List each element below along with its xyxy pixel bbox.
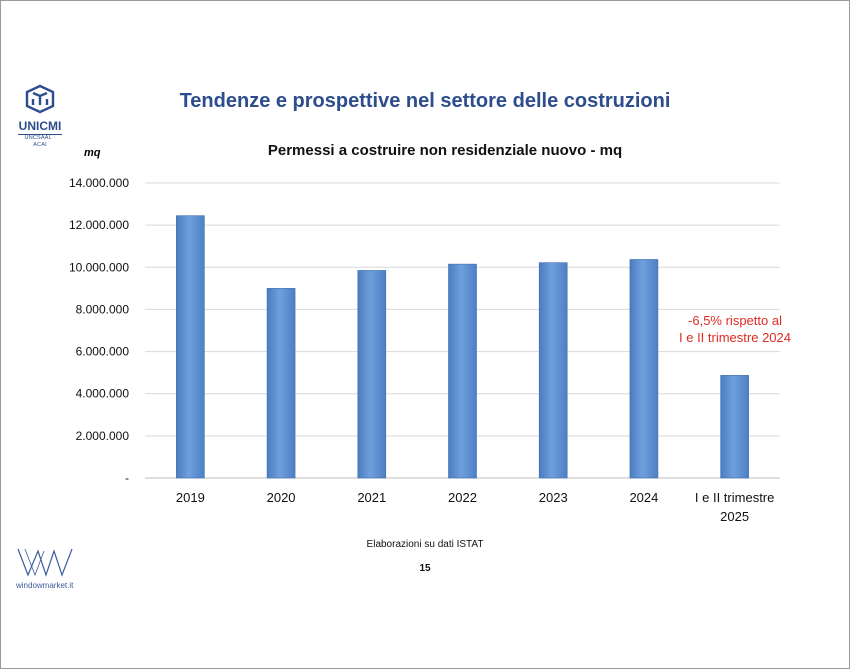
- unicmi-logo: UNICMI UNCSAAL · ACAI: [18, 84, 62, 151]
- change-annotation: -6,5% rispetto al I e II trimestre 2024: [660, 312, 810, 346]
- page-number: 15: [419, 563, 431, 574]
- slide-title: Tendenze e prospettive nel settore delle…: [179, 90, 671, 112]
- y-tick-label: 10.000.000: [69, 260, 129, 274]
- windowmarket-logo: windowmarket.it: [16, 546, 78, 590]
- annotation-line-2: I e II trimestre 2024: [679, 330, 791, 345]
- source-note: Elaborazioni su dati ISTAT: [366, 539, 484, 550]
- bar: [720, 375, 749, 479]
- x-tick-label: 2020: [267, 490, 296, 505]
- chart-title: Permessi a costruire non residenziale nu…: [267, 142, 623, 159]
- bar: [629, 259, 659, 479]
- x-tick-label: I e II trimestre: [695, 490, 774, 505]
- unit-label: mq: [84, 147, 101, 159]
- unicmi-logo-subtitle: UNCSAAL · ACAI: [18, 134, 62, 149]
- bar: [538, 262, 568, 479]
- annotation-line-1: -6,5% rispetto al: [688, 313, 782, 328]
- windowmarket-mark-icon: [17, 548, 73, 577]
- x-tick-label: 2021: [357, 490, 386, 505]
- y-tick-label: 6.000.000: [76, 345, 130, 359]
- y-tick-label: 2.000.000: [76, 429, 130, 443]
- y-tick-label: 14.000.000: [69, 176, 129, 190]
- x-tick-label: 2022: [448, 490, 477, 505]
- x-tick-label: 2025: [720, 509, 749, 524]
- bar: [357, 270, 387, 479]
- y-tick-label: 8.000.000: [76, 302, 130, 316]
- x-tick-label: 2019: [176, 490, 205, 505]
- x-tick-label: 2024: [629, 490, 658, 505]
- unicmi-logo-name: UNICMI: [18, 119, 62, 133]
- bar: [266, 288, 296, 479]
- windowmarket-text: windowmarket.it: [16, 581, 74, 590]
- unicmi-emblem-icon: [25, 84, 55, 114]
- x-tick-label: 2023: [539, 490, 568, 505]
- y-tick-label: 4.000.000: [76, 387, 130, 401]
- y-tick-label: 12.000.000: [69, 218, 129, 232]
- bar: [176, 215, 205, 479]
- bar: [448, 263, 477, 479]
- y-tick-label: -: [125, 471, 129, 485]
